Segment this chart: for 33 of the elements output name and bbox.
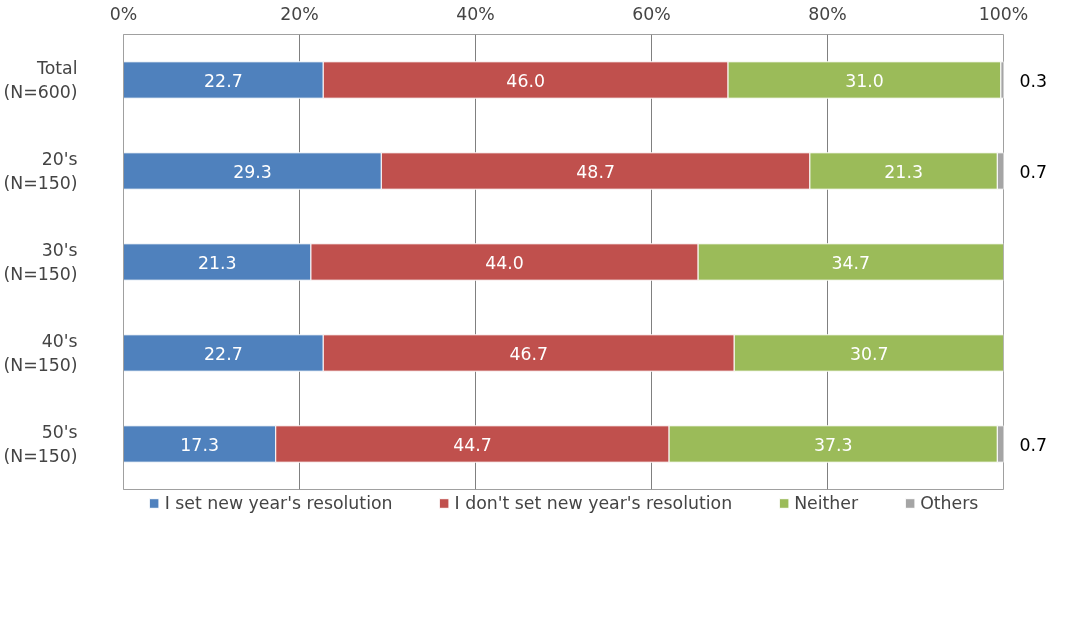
data-label: 0.7	[1019, 434, 1048, 455]
x-tick-label: 80%	[808, 3, 847, 24]
x-tick-label: 20%	[280, 3, 319, 24]
legend-label: Neither	[794, 493, 859, 513]
y-tick-label: 50's (N=150)	[3, 422, 78, 466]
x-tick-label: 40%	[456, 3, 495, 24]
legend-label: I don't set new year's resolution	[454, 493, 733, 513]
data-label: 17.3	[180, 434, 219, 455]
data-label: 34.7	[831, 252, 871, 273]
data-label: 37.3	[813, 434, 853, 455]
data-label: 21.3	[197, 252, 237, 273]
data-label: 0.7	[1019, 161, 1048, 182]
y-tick-label: 40's (N=150)	[3, 331, 78, 375]
legend-label: I set new year's resolution	[164, 493, 393, 513]
data-label: 44.0	[485, 252, 524, 273]
data-label: 29.3	[233, 161, 272, 182]
x-tick-label: 100%	[978, 3, 1029, 24]
y-tick-label: 30's (N=150)	[3, 240, 78, 284]
data-label: 0.3	[1019, 70, 1048, 91]
data-label: 44.7	[453, 434, 492, 455]
data-label: 31.0	[845, 70, 884, 91]
y-tick-label: 20's (N=150)	[3, 149, 78, 193]
data-label: 22.7	[204, 343, 243, 364]
data-label: 22.7	[204, 70, 243, 91]
data-label: 46.7	[509, 343, 549, 364]
x-tick-label: 60%	[632, 3, 671, 24]
x-tick-label: 0%	[109, 3, 138, 24]
data-label: 21.3	[884, 161, 923, 182]
data-label: 46.0	[506, 70, 545, 91]
data-label: 30.7	[850, 343, 889, 364]
y-tick-label: Total (N=600)	[3, 58, 78, 102]
data-label: 48.7	[576, 161, 615, 182]
legend-label: Others	[920, 493, 979, 513]
